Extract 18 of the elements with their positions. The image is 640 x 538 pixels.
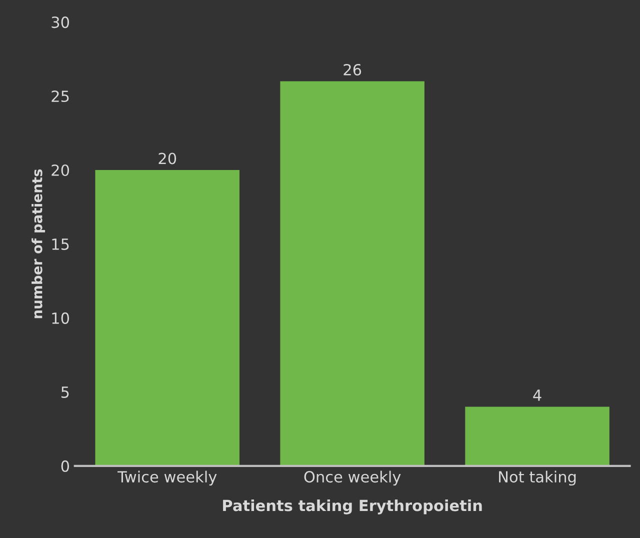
y-tick-label: 0 <box>61 460 70 472</box>
data-label: 20 <box>158 152 176 164</box>
y-tick-label: 5 <box>61 386 69 398</box>
x-axis-title: Patients taking Erythropoietin <box>223 499 482 514</box>
bar <box>95 170 240 466</box>
data-label: 26 <box>344 64 362 76</box>
y-tick-label: 20 <box>52 164 70 176</box>
y-tick-label: 10 <box>52 312 70 324</box>
y-axis-title: number of patients <box>32 169 46 318</box>
y-tick-label: 30 <box>52 16 70 28</box>
y-tick-label: 25 <box>52 90 69 102</box>
x-tick-label: Once weekly <box>304 470 401 486</box>
bar <box>465 406 610 466</box>
bar <box>280 81 424 466</box>
x-tick-label: Not taking <box>499 470 576 486</box>
y-tick-label: 15 <box>52 238 69 250</box>
data-label: 4 <box>533 390 542 401</box>
x-tick-label: Twice weekly <box>117 470 217 486</box>
